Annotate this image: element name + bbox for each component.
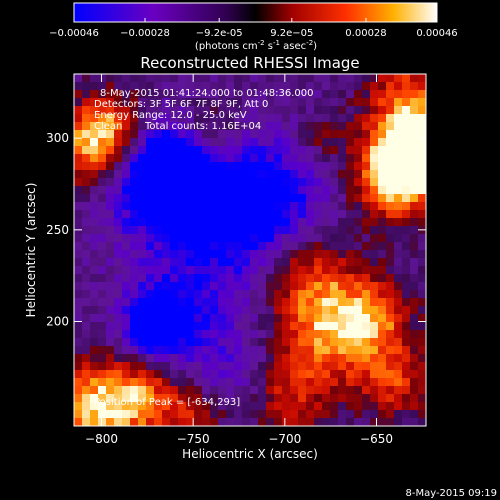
colorbar-ticks: −0.00046 −0.00028 −9.2e-05 9.2e−05 0.00028 0.… [49, 18, 458, 39]
timestamp: 8-May-2015 09:19 [405, 488, 497, 499]
annotation-energy: Energy Range: 12.0 - 25.0 keV [94, 110, 247, 121]
annotation-counts: Total counts: 1.16E+04 [144, 121, 261, 132]
colorbar-tick-label: 0.00046 [416, 28, 457, 39]
y-tick-label: 250 [46, 223, 69, 237]
x-tick-label: −750 [177, 432, 210, 446]
x-tick-label: −650 [360, 432, 393, 446]
x-tick-label: −800 [85, 432, 118, 446]
colorbar-tick-label: 9.2e−05 [270, 28, 313, 39]
annotation-detectors: Detectors: 3F 5F 6F 7F 8F 9F, Att 0 [94, 99, 268, 110]
colorbar-tick-label: 0.00028 [345, 28, 386, 39]
annotation-peak: Position of Peak = [-634,293] [94, 397, 240, 408]
annotation-time-range: 8-May-2015 01:41:24.000 to 01:48:36.000 [100, 88, 313, 99]
y-tick-label: 300 [46, 131, 69, 145]
annotation-method: Clean [94, 121, 122, 132]
chart-title: Reconstructed RHESSI Image [140, 54, 359, 72]
x-axis-label: Heliocentric X (arcsec) [182, 447, 318, 461]
heatmap-image [74, 74, 426, 426]
colorbar-tick-label: −0.00046 [49, 28, 99, 39]
colorbar [73, 2, 438, 23]
colorbar-tick-label: −9.2e-05 [196, 28, 243, 39]
y-axis-label: Heliocentric Y (arcsec) [24, 183, 38, 318]
colorbar-tick-label: −0.00028 [120, 28, 170, 39]
axis-ticks: −800 −750 −700 −650 200 250 300 [46, 74, 426, 446]
y-tick-label: 200 [46, 315, 69, 329]
plot-frame [73, 73, 427, 427]
x-tick-label: −700 [268, 432, 301, 446]
colorbar-units-label: (photons cm-2 s-1 asec-2) [195, 39, 317, 52]
